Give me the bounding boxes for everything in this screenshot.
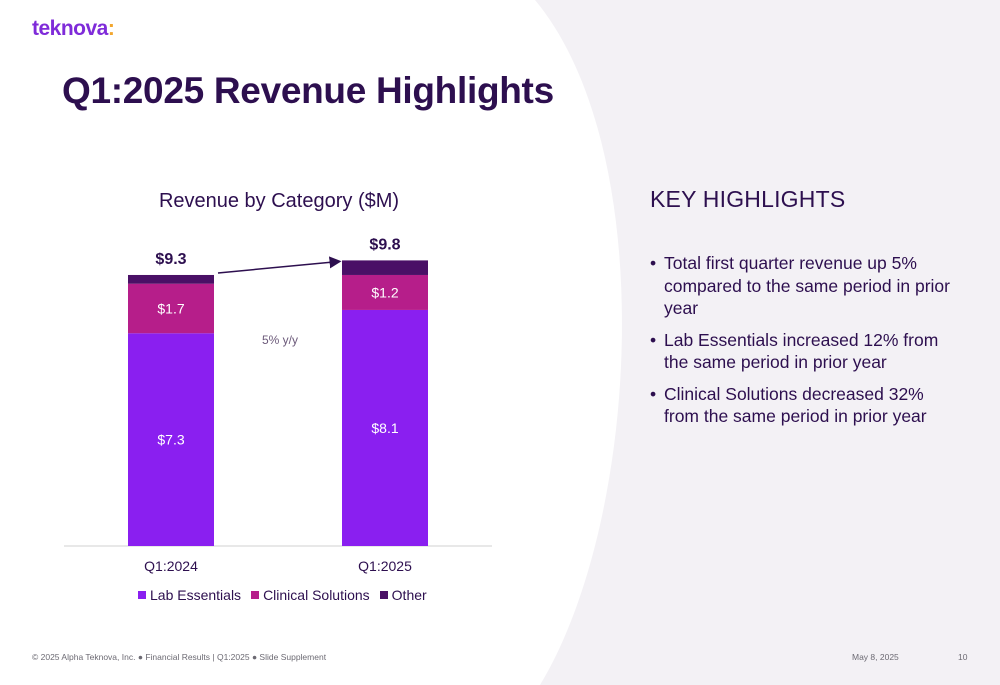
highlight-bullet: Total first quarter revenue up 5% compar… — [650, 252, 950, 320]
chart-legend: Lab Essentials Clinical Solutions Other — [138, 587, 427, 603]
teknova-logo: teknova: — [32, 17, 115, 40]
legend-item-lab-essentials: Lab Essentials — [138, 587, 241, 603]
legend-label: Clinical Solutions — [263, 587, 370, 603]
footer-date: May 8, 2025 — [852, 652, 899, 662]
slide-title: Q1:2025 Revenue Highlights — [62, 70, 554, 111]
chart-title: Revenue by Category ($M) — [158, 190, 400, 212]
key-highlights-list: Total first quarter revenue up 5% compar… — [650, 252, 950, 437]
legend-swatch — [251, 591, 260, 599]
legend-label: Lab Essentials — [150, 587, 242, 603]
legend-swatch — [138, 591, 146, 599]
key-highlights-title: KEY HIGHLIGHTS — [650, 186, 846, 212]
legend-item-other: Other — [379, 587, 427, 603]
page-number: 10 — [958, 652, 968, 662]
legend-label: Other — [391, 587, 427, 603]
legend-item-clinical-solutions: Clinical Solutions — [251, 587, 370, 603]
highlight-bullet: Lab Essentials increased 12% from the sa… — [650, 329, 950, 374]
highlight-bullet: Clinical Solutions decreased 32% from th… — [650, 383, 950, 428]
footer-copyright: © 2025 Alpha Teknova, Inc. ● Financial R… — [32, 652, 327, 662]
legend-swatch — [379, 591, 388, 599]
